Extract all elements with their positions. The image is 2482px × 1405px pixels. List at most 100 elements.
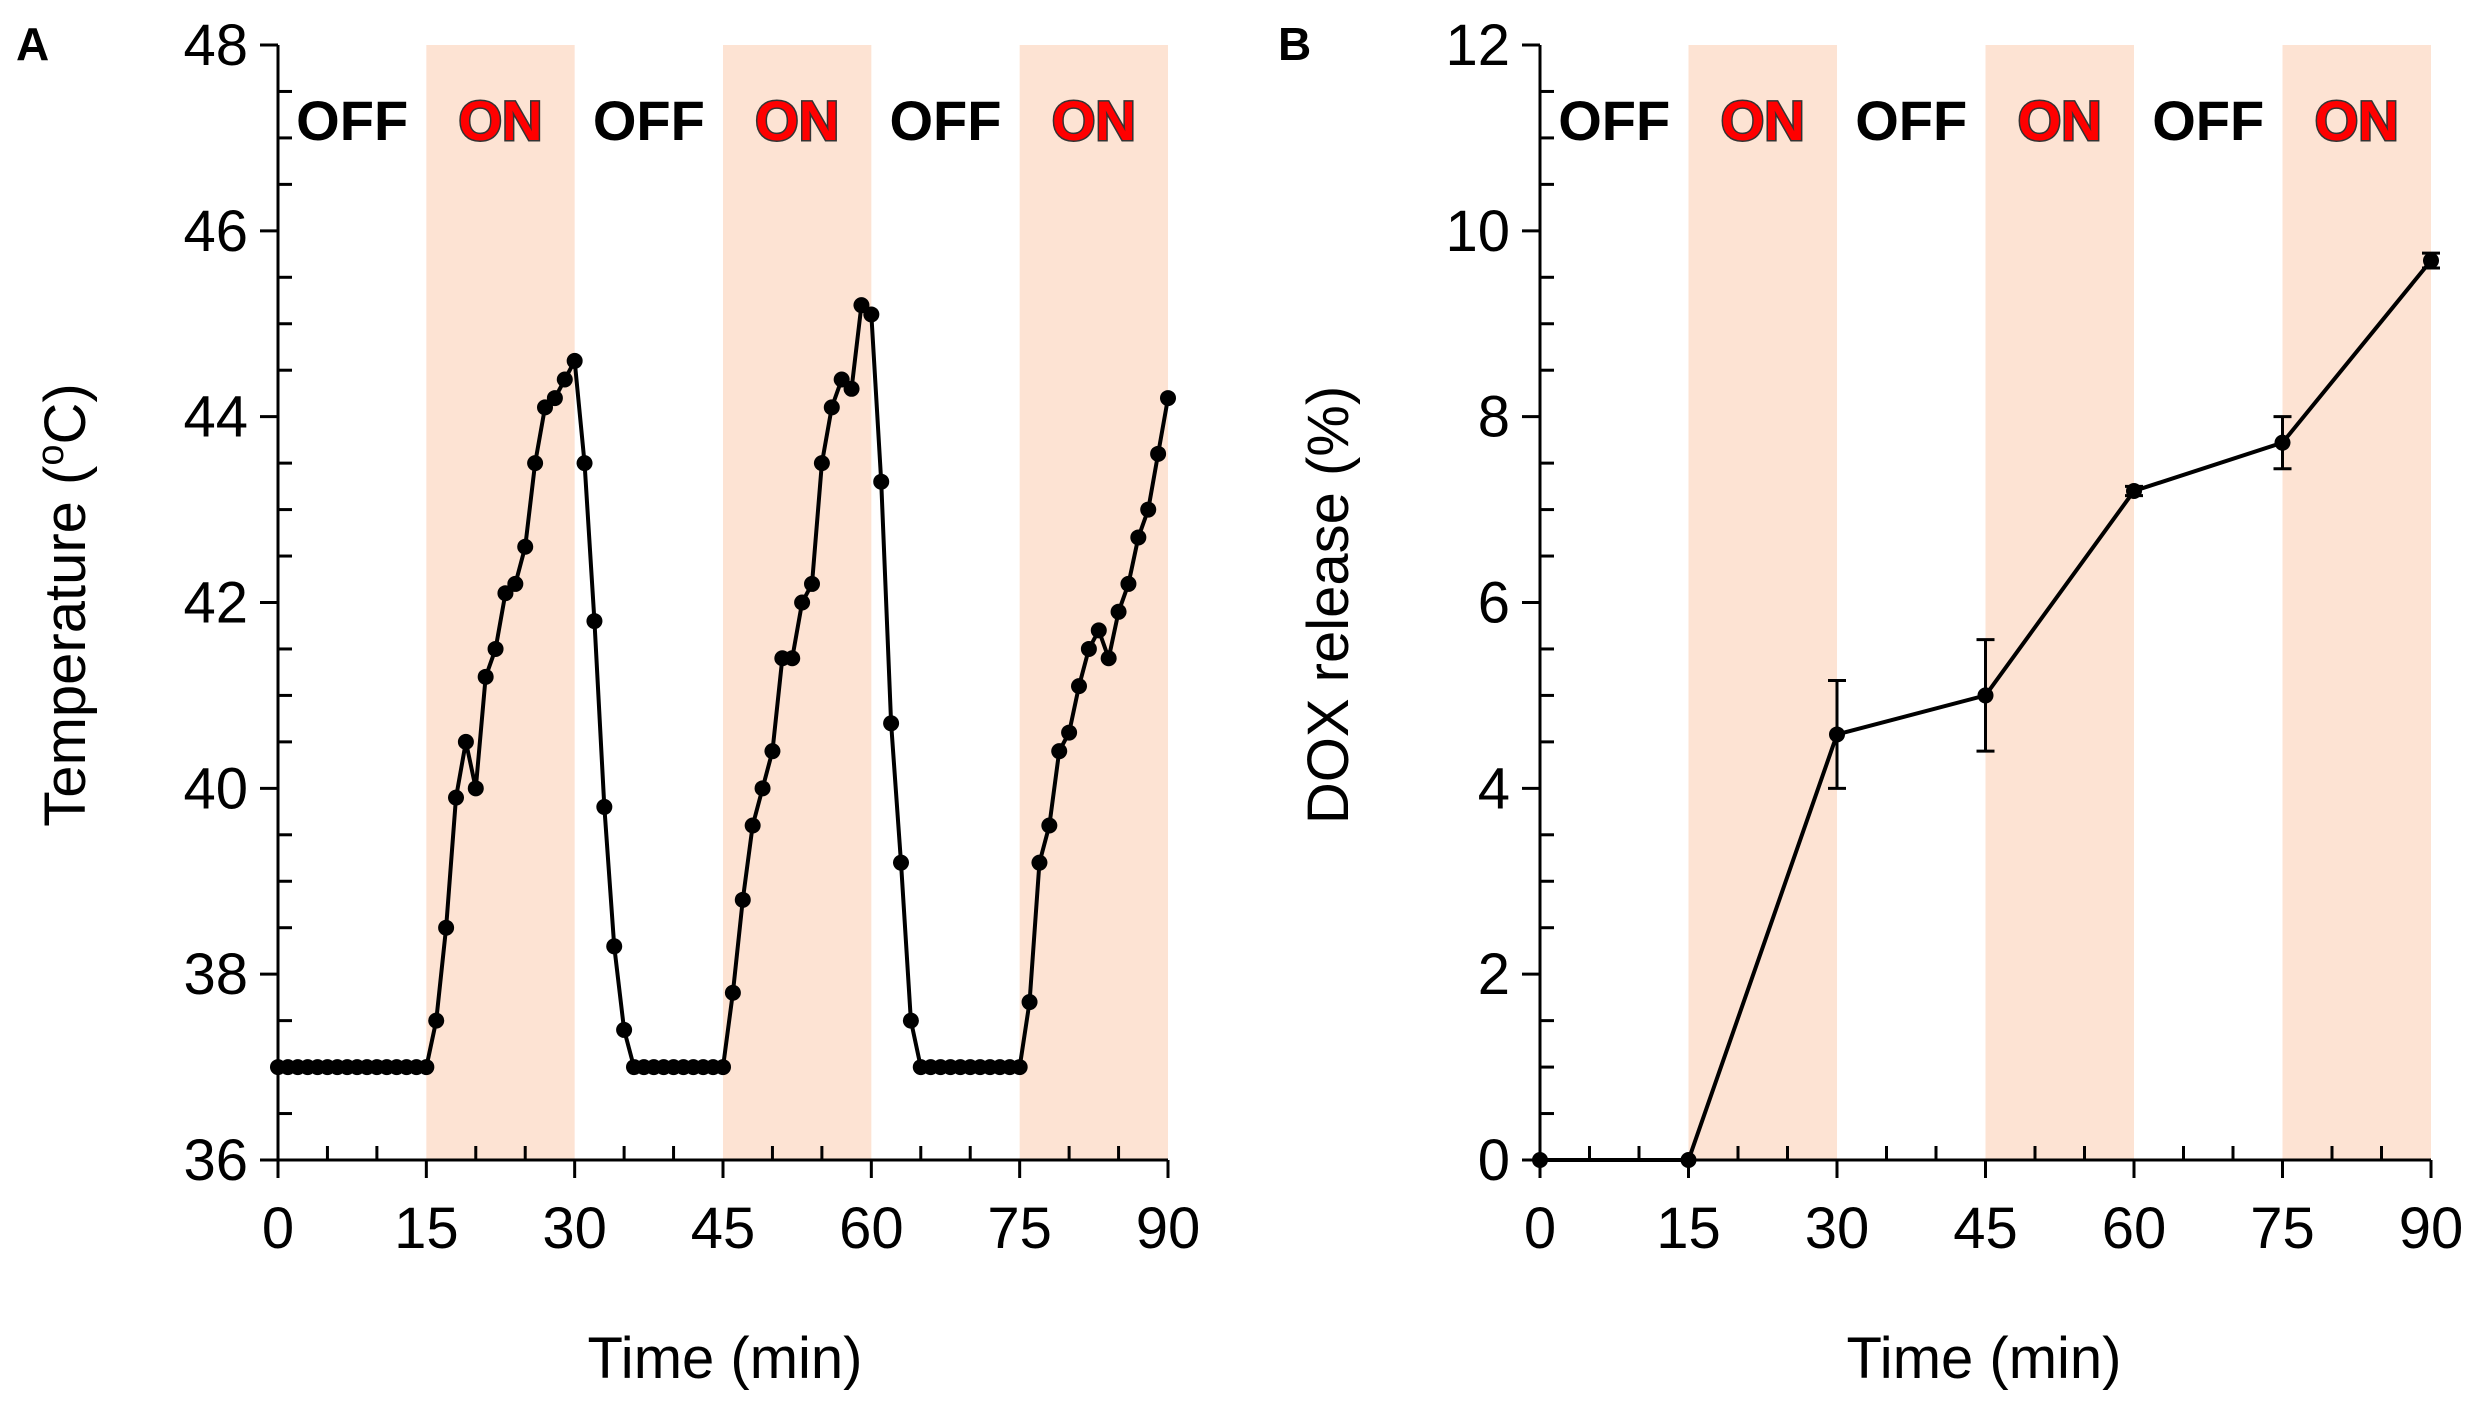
data-point — [1140, 501, 1157, 518]
panel-label: B — [1278, 18, 1311, 70]
x-axis-title: Time (min) — [1847, 1326, 2122, 1391]
y-tick-label: 12 — [1445, 13, 1510, 78]
y-tick-label: 36 — [183, 1128, 248, 1193]
data-point — [1021, 994, 1038, 1011]
data-point — [1130, 529, 1147, 546]
y-axis-title: DOX release (%) — [1296, 386, 1361, 824]
state-label-on: ON — [1052, 89, 1136, 152]
y-tick-label: 44 — [183, 385, 248, 450]
y-tick-label: 6 — [1478, 571, 1510, 636]
state-label-off: OFF — [593, 89, 705, 152]
data-point — [517, 538, 534, 555]
data-point — [843, 380, 860, 397]
on-period-shading — [1688, 45, 2431, 1160]
data-point — [1110, 603, 1127, 620]
data-point — [744, 817, 761, 834]
x-tick-label: 60 — [2102, 1196, 2167, 1261]
y-tick-label: 10 — [1445, 199, 1510, 264]
data-point — [883, 715, 900, 732]
data-point — [754, 780, 771, 797]
data-point — [428, 1012, 445, 1029]
data-point — [715, 1059, 731, 1076]
state-label-on: ON — [1721, 89, 1805, 152]
data-point — [596, 798, 613, 815]
data-point — [467, 780, 484, 797]
y-tick-label: 38 — [183, 942, 248, 1007]
data-point — [576, 455, 593, 472]
data-point — [1150, 445, 1167, 462]
data-point — [487, 640, 504, 657]
data-point — [1011, 1059, 1028, 1076]
state-label-off: OFF — [296, 89, 408, 152]
x-tick-label: 0 — [262, 1196, 294, 1261]
data-point — [1120, 575, 1137, 592]
state-label-off: OFF — [890, 89, 1002, 152]
state-label-on: ON — [2018, 89, 2102, 152]
data-point — [2126, 483, 2142, 499]
on-shade-band — [1019, 45, 1168, 1160]
data-point — [527, 455, 544, 472]
data-point — [507, 575, 524, 592]
data-point — [1090, 622, 1107, 639]
state-label-on: ON — [2315, 89, 2399, 152]
data-point — [724, 984, 741, 1001]
data-point — [1829, 726, 1845, 743]
state-labels: OFF ON OFF ON OFF ON — [1558, 88, 2400, 154]
data-point — [1977, 687, 1994, 704]
on-shade-band — [426, 45, 575, 1160]
x-tick-label: 15 — [394, 1196, 459, 1261]
data-point — [1160, 390, 1176, 407]
x-tick-label: 75 — [987, 1196, 1052, 1261]
data-point — [1680, 1152, 1697, 1168]
data-point — [734, 891, 751, 908]
panel-label: A — [16, 18, 49, 70]
axes: 0 2 4 6 8 10 12 0 15 30 45 60 75 90 — [1445, 13, 2463, 1261]
data-point — [566, 352, 583, 369]
x-tick-label: 60 — [839, 1196, 904, 1261]
state-label-on: ON — [755, 89, 839, 152]
y-axis-title-superscript: o — [30, 445, 72, 466]
y-tick-label: 42 — [183, 571, 248, 636]
y-tick-label: 40 — [183, 756, 248, 821]
data-point — [902, 1012, 919, 1029]
data-point — [2423, 252, 2439, 269]
data-point — [1080, 640, 1097, 657]
data-point — [794, 594, 811, 611]
data-series — [1532, 251, 2440, 1168]
data-point — [418, 1059, 435, 1076]
data-point — [586, 613, 603, 630]
data-point — [1071, 678, 1087, 695]
data-point — [1041, 817, 1058, 834]
data-series — [270, 297, 1176, 1076]
x-axis-title: Time (min) — [588, 1326, 863, 1391]
y-axis-title-suffix: C) — [33, 383, 98, 444]
data-point — [457, 733, 474, 750]
y-tick-label: 0 — [1478, 1128, 1510, 1193]
data-point — [813, 455, 830, 472]
data-point — [448, 789, 464, 806]
state-label-off: OFF — [2152, 89, 2264, 152]
x-tick-label: 15 — [1656, 1196, 1721, 1261]
data-point — [823, 399, 840, 416]
data-point — [863, 306, 880, 323]
chart-panel-b: OFF ON OFF ON OFF ON 0 2 4 6 8 10 12 0 15 30 45 60 75 90 B… — [1278, 13, 2463, 1391]
data-point — [1051, 743, 1068, 760]
y-tick-label: 8 — [1478, 385, 1510, 450]
axes: 36 38 40 42 44 46 48 0 15 30 45 60 75 90 — [183, 13, 1200, 1261]
x-tick-label: 30 — [1805, 1196, 1870, 1261]
state-label-off: OFF — [1855, 89, 1967, 152]
data-point — [606, 938, 623, 955]
state-labels: OFF ON OFF ON OFF ON — [296, 88, 1137, 154]
y-tick-label: 4 — [1478, 756, 1510, 821]
data-point — [556, 371, 573, 388]
x-tick-label: 0 — [1524, 1196, 1556, 1261]
y-tick-label: 48 — [183, 13, 248, 78]
data-point — [2274, 434, 2291, 451]
data-point — [873, 473, 890, 490]
data-point — [616, 1021, 633, 1038]
data-point — [804, 575, 820, 592]
y-axis-title-main: Temperature ( — [33, 466, 98, 827]
x-tick-label: 30 — [542, 1196, 607, 1261]
y-tick-label: 2 — [1478, 942, 1510, 1007]
